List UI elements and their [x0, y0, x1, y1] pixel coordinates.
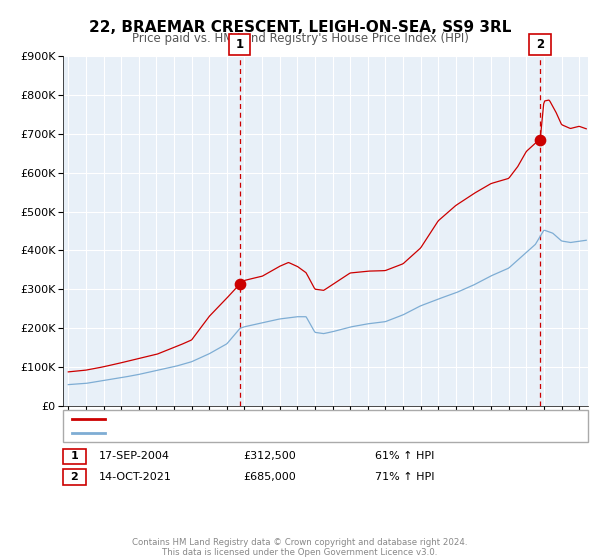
Text: 61% ↑ HPI: 61% ↑ HPI [375, 451, 434, 461]
Text: 22, BRAEMAR CRESCENT, LEIGH-ON-SEA, SS9 3RL: 22, BRAEMAR CRESCENT, LEIGH-ON-SEA, SS9 … [89, 20, 511, 35]
Text: £312,500: £312,500 [243, 451, 296, 461]
Text: 2: 2 [536, 38, 544, 51]
Text: 2: 2 [71, 472, 78, 482]
Text: 1: 1 [71, 451, 78, 461]
Point [535, 135, 545, 144]
Text: 71% ↑ HPI: 71% ↑ HPI [375, 472, 434, 482]
Text: 22, BRAEMAR CRESCENT, LEIGH-ON-SEA, SS9 3RL (semi-detached house): 22, BRAEMAR CRESCENT, LEIGH-ON-SEA, SS9 … [111, 414, 495, 424]
Text: £685,000: £685,000 [243, 472, 296, 482]
Text: HPI: Average price, semi-detached house, Southend-on-Sea: HPI: Average price, semi-detached house,… [111, 428, 423, 438]
Text: 14-OCT-2021: 14-OCT-2021 [99, 472, 172, 482]
Point [235, 280, 244, 289]
Text: 1: 1 [235, 38, 244, 51]
Text: 17-SEP-2004: 17-SEP-2004 [99, 451, 170, 461]
Text: Price paid vs. HM Land Registry's House Price Index (HPI): Price paid vs. HM Land Registry's House … [131, 32, 469, 45]
Text: Contains HM Land Registry data © Crown copyright and database right 2024.
This d: Contains HM Land Registry data © Crown c… [132, 538, 468, 557]
